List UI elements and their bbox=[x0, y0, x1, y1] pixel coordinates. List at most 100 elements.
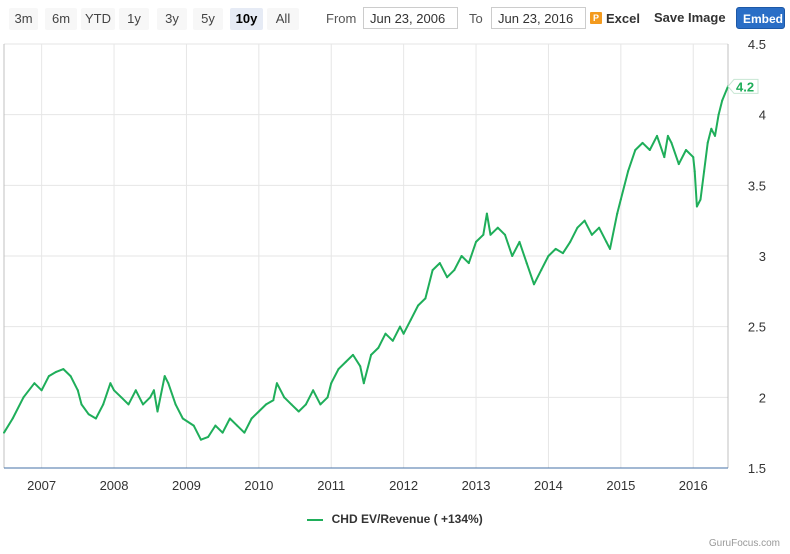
data-point bbox=[351, 353, 354, 356]
y-tick-label: 4.5 bbox=[748, 37, 766, 52]
credit-text: GuruFocus.com bbox=[708, 538, 780, 549]
embed-button[interactable]: Embed bbox=[736, 7, 785, 29]
data-point bbox=[547, 255, 550, 257]
axes bbox=[3, 44, 729, 469]
data-point bbox=[489, 233, 492, 236]
data-point bbox=[199, 438, 202, 441]
data-point bbox=[22, 396, 25, 399]
range-button-6m[interactable]: 6m bbox=[45, 8, 77, 30]
data-point bbox=[677, 163, 680, 166]
data-point bbox=[362, 382, 365, 385]
data-point bbox=[446, 276, 449, 279]
range-button-all[interactable]: All bbox=[267, 8, 299, 30]
data-point bbox=[482, 233, 485, 236]
data-point bbox=[55, 370, 58, 373]
data-point bbox=[706, 141, 709, 144]
data-point bbox=[221, 431, 224, 434]
y-tick-label: 3 bbox=[759, 249, 766, 264]
last-value-label: 4.2 bbox=[736, 79, 754, 94]
data-point bbox=[40, 389, 43, 392]
data-point bbox=[619, 198, 622, 201]
range-button-10y[interactable]: 10y bbox=[230, 8, 263, 30]
data-point bbox=[152, 389, 155, 392]
data-point bbox=[608, 247, 611, 250]
data-point bbox=[3, 431, 5, 434]
data-point bbox=[33, 382, 36, 385]
data-point bbox=[699, 198, 702, 201]
data-point bbox=[692, 156, 695, 159]
data-point bbox=[569, 240, 572, 243]
data-point bbox=[297, 410, 300, 413]
range-button-5y[interactable]: 5y bbox=[193, 8, 223, 30]
data-point bbox=[94, 417, 97, 420]
data-point bbox=[80, 403, 83, 406]
grid bbox=[4, 43, 728, 469]
data-point bbox=[87, 413, 90, 416]
range-button-3y[interactable]: 3y bbox=[157, 8, 187, 30]
toolbar: 3m 6m YTD 1y 3y 5y 10y All From To P Exc… bbox=[0, 0, 790, 36]
data-point bbox=[214, 424, 217, 427]
x-tick-label: 2012 bbox=[389, 478, 418, 493]
data-point bbox=[641, 141, 644, 144]
data-point bbox=[47, 375, 50, 378]
x-tick-label: 2008 bbox=[100, 478, 129, 493]
data-point bbox=[695, 205, 698, 208]
x-tick-label: 2011 bbox=[317, 478, 345, 493]
data-point bbox=[670, 141, 673, 144]
data-point bbox=[257, 410, 260, 413]
data-point bbox=[605, 240, 608, 243]
x-tick-label: 2007 bbox=[27, 478, 56, 493]
range-button-1y[interactable]: 1y bbox=[119, 8, 149, 30]
data-point bbox=[518, 240, 521, 243]
data-point bbox=[460, 255, 463, 257]
data-point bbox=[590, 233, 593, 236]
data-point bbox=[174, 403, 177, 406]
excel-label: Excel bbox=[606, 10, 640, 26]
data-point bbox=[120, 396, 123, 399]
data-point bbox=[359, 365, 362, 368]
data-point bbox=[384, 332, 387, 335]
data-point bbox=[207, 435, 210, 438]
data-point bbox=[598, 226, 601, 229]
legend[interactable]: CHD EV/Revenue ( +134%) bbox=[0, 512, 790, 526]
data-point bbox=[192, 424, 195, 427]
data-point bbox=[583, 219, 586, 222]
series-line[interactable] bbox=[3, 86, 729, 441]
from-date-input[interactable] bbox=[363, 7, 458, 29]
data-point bbox=[511, 255, 514, 257]
data-point bbox=[326, 396, 329, 399]
legend-swatch bbox=[307, 518, 324, 521]
x-tick-label: 2014 bbox=[534, 478, 563, 493]
labels: 2007 2008 2009 2010 2011 2012 2013 2014 2015 2016… bbox=[27, 37, 766, 493]
data-point bbox=[109, 382, 112, 385]
data-point bbox=[424, 297, 427, 300]
series-layer bbox=[3, 85, 729, 441]
data-point bbox=[236, 424, 239, 427]
data-point bbox=[561, 252, 564, 255]
data-point bbox=[272, 399, 275, 402]
legend-label: CHD EV/Revenue ( +134%) bbox=[331, 512, 483, 526]
to-date-input[interactable] bbox=[491, 7, 586, 29]
data-point bbox=[319, 403, 322, 406]
data-point bbox=[102, 403, 105, 406]
range-button-3m[interactable]: 3m bbox=[9, 8, 38, 30]
y-tick-label: 2 bbox=[759, 390, 766, 405]
data-point bbox=[149, 396, 152, 399]
y-tick-label: 1.5 bbox=[748, 461, 766, 476]
data-point bbox=[525, 262, 528, 265]
excel-icon: P bbox=[590, 12, 602, 24]
data-point bbox=[337, 368, 340, 371]
data-point bbox=[370, 353, 373, 356]
data-point bbox=[717, 113, 720, 116]
data-point bbox=[228, 417, 231, 420]
y-tick-label: 3.5 bbox=[748, 178, 766, 193]
data-point bbox=[399, 325, 402, 328]
range-button-ytd[interactable]: YTD bbox=[81, 8, 115, 30]
data-point bbox=[344, 361, 347, 363]
save-image-button[interactable]: Save Image bbox=[654, 10, 726, 25]
data-point bbox=[134, 389, 137, 392]
data-point bbox=[250, 417, 253, 420]
data-point bbox=[475, 240, 478, 243]
y-tick-label: 4 bbox=[759, 108, 766, 123]
excel-export-button[interactable]: P Excel bbox=[590, 9, 640, 27]
